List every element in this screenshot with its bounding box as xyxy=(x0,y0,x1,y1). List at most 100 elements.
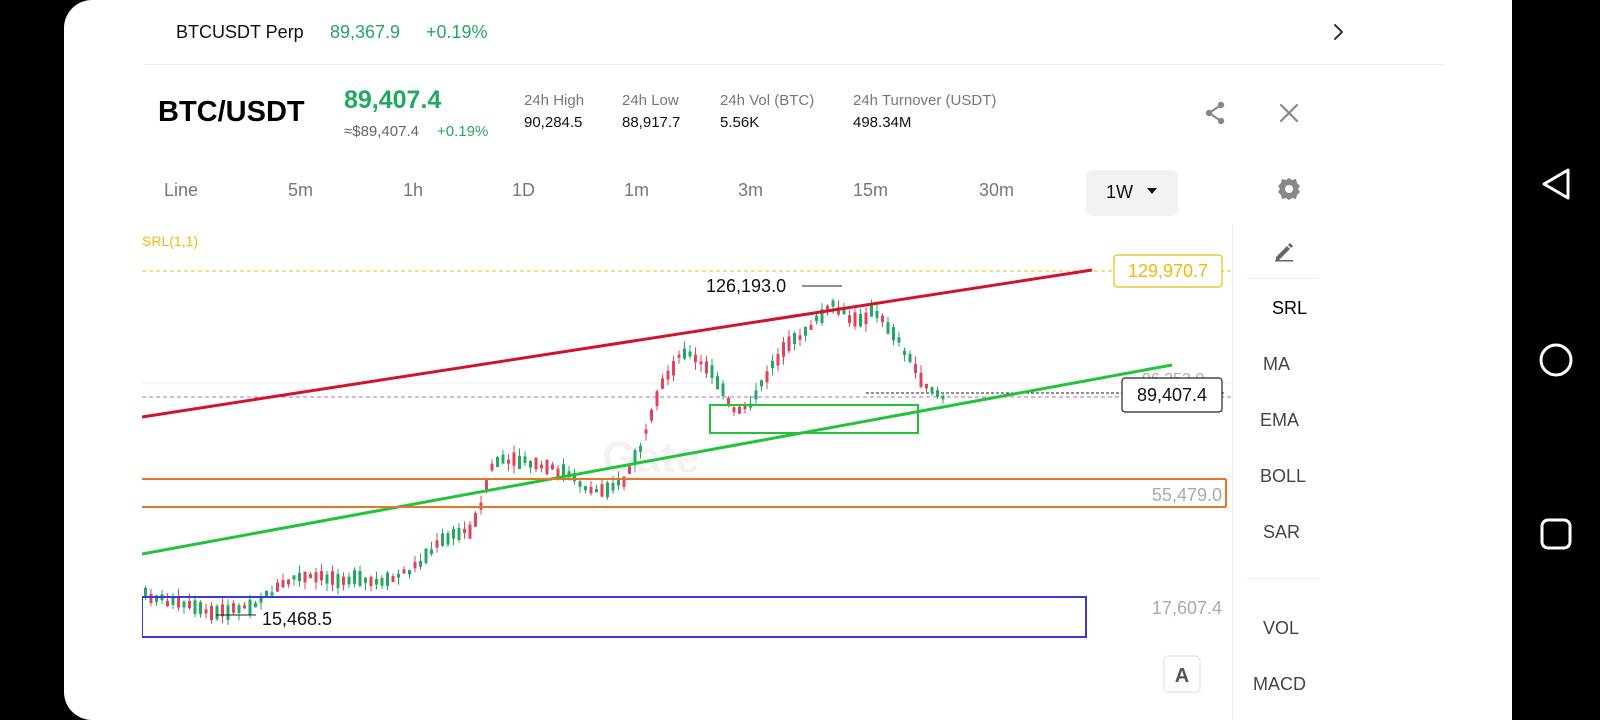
caret-down-icon xyxy=(1147,188,1157,194)
candle-body xyxy=(639,445,642,452)
auto-scale-button[interactable] xyxy=(1163,655,1201,693)
share-icon[interactable] xyxy=(1200,98,1230,128)
blue-zone-box[interactable] xyxy=(142,596,1087,638)
tab-1h[interactable]: 1h xyxy=(403,180,424,200)
candle-body xyxy=(545,459,549,475)
candle-body xyxy=(303,571,307,583)
perp-symbol[interactable]: BTCUSDT Perp xyxy=(176,22,304,42)
indicator-sar[interactable]: SAR xyxy=(1263,522,1301,542)
candle-body xyxy=(842,309,846,315)
candle-body xyxy=(870,305,873,317)
candle-body xyxy=(683,348,686,359)
candle-body xyxy=(193,600,197,614)
tab-1w[interactable] xyxy=(1086,170,1178,216)
tab-5m[interactable]: 5m xyxy=(288,180,314,200)
nav-back-icon[interactable] xyxy=(1538,166,1574,202)
nav-recents-icon[interactable] xyxy=(1538,516,1574,552)
candle-body xyxy=(600,484,604,497)
indicator-macd[interactable]: MACD xyxy=(1253,674,1306,694)
green-trendline[interactable] xyxy=(142,363,1173,556)
candle-body xyxy=(578,481,582,488)
candle-body xyxy=(892,327,895,341)
candle-body xyxy=(507,459,510,464)
topbar-divider xyxy=(144,64,1444,65)
candle-body xyxy=(397,573,400,578)
stat-vol-value: 5.56K xyxy=(720,114,760,131)
green-zone-box[interactable] xyxy=(709,404,919,434)
pair-title: BTC/USDT xyxy=(158,96,305,128)
current-price-label: 89,407.4 xyxy=(1137,385,1207,405)
candle-body xyxy=(347,576,351,585)
candle-body xyxy=(265,590,268,597)
candle-body xyxy=(177,596,180,608)
candle-body xyxy=(446,533,450,545)
candle-body xyxy=(721,383,725,396)
tab-line[interactable]: Line xyxy=(164,180,199,200)
candle-body xyxy=(166,600,169,607)
tab-1m[interactable]: 1m xyxy=(624,180,650,200)
indicator-vol[interactable]: VOL xyxy=(1263,618,1300,638)
candle-body xyxy=(881,315,884,323)
candle-body xyxy=(435,540,439,548)
candle-body xyxy=(199,602,202,615)
candle-body xyxy=(556,468,560,477)
indicator-ema[interactable]: EMA xyxy=(1260,410,1300,430)
candle-body xyxy=(859,313,862,327)
stat-high-label: 24h High xyxy=(524,92,585,109)
candle-body xyxy=(666,370,670,380)
gear-icon[interactable] xyxy=(1274,174,1304,204)
candle-body xyxy=(925,383,928,389)
candle-body xyxy=(413,561,417,569)
candle-body xyxy=(353,570,356,584)
candle-body xyxy=(837,307,840,315)
candle-body xyxy=(204,609,208,614)
candle-body xyxy=(798,335,802,340)
tab-1w-label: 1W xyxy=(1106,182,1133,202)
candlestick-series xyxy=(144,298,945,625)
dashed-top-label: 129,970.7 xyxy=(1128,261,1208,281)
indicator-srl[interactable]: SRL xyxy=(1272,298,1308,318)
nav-home-icon[interactable] xyxy=(1538,342,1574,378)
candle-body xyxy=(380,577,384,586)
candle-body xyxy=(375,578,378,585)
candle-body xyxy=(820,309,824,323)
candle-body xyxy=(699,361,703,365)
candle-body xyxy=(782,342,785,357)
tab-3m[interactable]: 3m xyxy=(738,180,764,200)
stat-high-value: 90,284.5 xyxy=(524,114,583,131)
candle-body xyxy=(171,596,175,605)
usd-price: ≈$89,407.4 xyxy=(344,123,419,140)
price-chart[interactable]: Gate SRL(1,1) 126,193.0 15,468.5 96,353.… xyxy=(142,222,1236,720)
indicator-ma[interactable]: MA xyxy=(1263,354,1290,374)
candle-body xyxy=(936,390,939,397)
candle-body xyxy=(809,324,813,330)
candle-body xyxy=(496,456,499,467)
perp-change: +0.19% xyxy=(426,22,488,42)
tab-15m[interactable]: 15m xyxy=(853,180,889,200)
pencil-icon[interactable] xyxy=(1273,240,1295,262)
stat-low-label: 24h Low xyxy=(622,92,679,109)
candle-body xyxy=(760,380,763,387)
close-icon[interactable] xyxy=(1274,98,1304,128)
indicator-boll[interactable]: BOLL xyxy=(1260,466,1307,486)
red-trendline[interactable] xyxy=(142,268,1093,419)
candle-body xyxy=(864,312,868,325)
candle-body xyxy=(474,513,477,527)
candle-body xyxy=(930,387,934,394)
candle-body xyxy=(408,569,411,575)
tab-30m[interactable]: 30m xyxy=(979,180,1015,200)
tab-1d[interactable]: 1D xyxy=(512,180,536,200)
candle-body xyxy=(424,548,428,563)
candle-body xyxy=(501,454,505,464)
candle-body xyxy=(325,574,329,584)
candle-body xyxy=(391,575,395,582)
stat-low-value: 88,917.7 xyxy=(622,114,681,131)
perp-price: 89,367.9 xyxy=(330,22,401,42)
candle-body xyxy=(364,577,367,583)
candle-body xyxy=(655,391,659,407)
candle-body xyxy=(386,572,389,587)
candle-body xyxy=(149,593,153,603)
chevron-right-icon[interactable] xyxy=(1326,20,1350,44)
candle-body xyxy=(875,310,879,319)
candle-body xyxy=(633,450,637,465)
